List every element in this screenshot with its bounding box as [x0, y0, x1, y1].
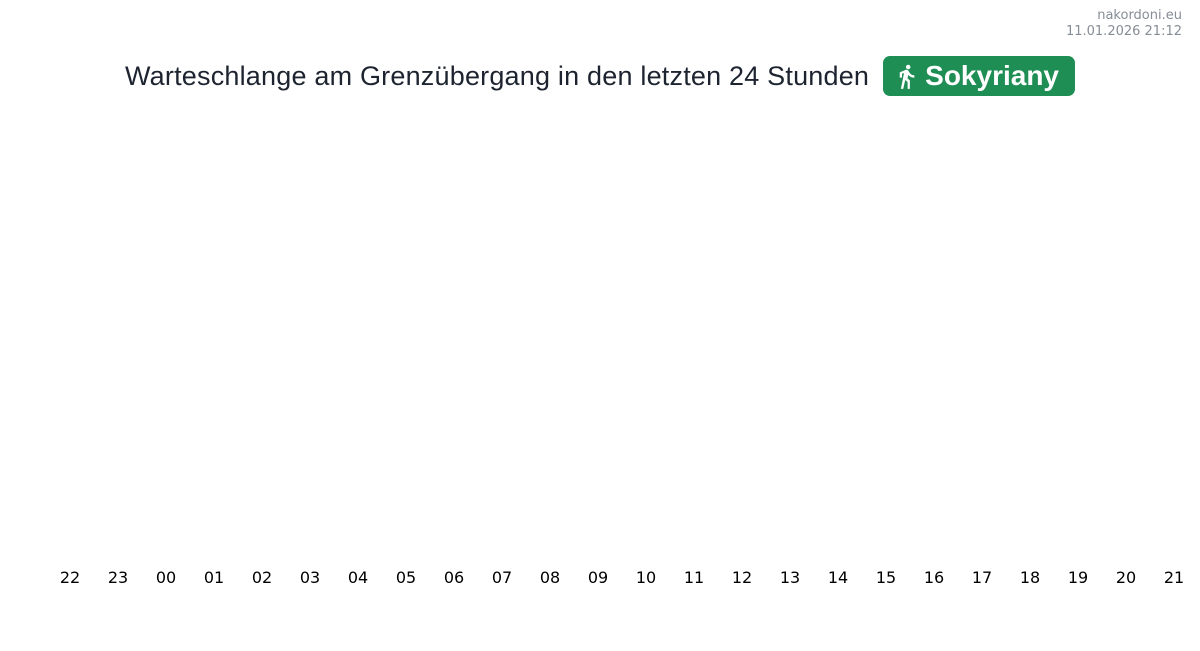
chart-header: Warteschlange am Grenzübergang in den le… [0, 56, 1200, 96]
x-axis-label-05: 05 [395, 568, 417, 587]
x-axis-label-02: 02 [251, 568, 273, 587]
x-axis-label-08: 08 [539, 568, 561, 587]
x-axis-label-11: 11 [683, 568, 705, 587]
x-axis-label-21: 21 [1163, 568, 1185, 587]
x-axis-label-04: 04 [347, 568, 369, 587]
pedestrian-icon [893, 63, 920, 90]
x-axis-label-14: 14 [827, 568, 849, 587]
x-axis-label-00: 00 [155, 568, 177, 587]
x-axis-label-03: 03 [299, 568, 321, 587]
watermark-timestamp: 11.01.2026 21:12 [1065, 24, 1182, 39]
crossing-badge-button[interactable]: Sokyriany [883, 56, 1076, 96]
x-axis-label-23: 23 [107, 568, 129, 587]
x-axis-label-09: 09 [587, 568, 609, 587]
x-axis-label-18: 18 [1019, 568, 1041, 587]
bar-plot-area [46, 110, 1198, 560]
watermark-site: nakordoni.eu [1097, 8, 1182, 23]
x-axis-label-20: 20 [1115, 568, 1137, 587]
chart-title: Warteschlange am Grenzübergang in den le… [124, 60, 870, 91]
x-axis-label-16: 16 [923, 568, 945, 587]
x-axis-label-06: 06 [443, 568, 465, 587]
x-axis: 22 23 00 01 02 03 04 05 06 07 08 09 10 11 12 13 14 15 16 17… [46, 568, 1198, 587]
x-axis-label-12: 12 [731, 568, 753, 587]
x-axis-label-19: 19 [1067, 568, 1089, 587]
x-axis-label-01: 01 [203, 568, 225, 587]
crossing-badge-label: Sokyriany [925, 60, 1060, 91]
watermark: nakordoni.eu 11.01.2026 21:12 [1066, 8, 1182, 40]
x-axis-label-13: 13 [779, 568, 801, 587]
x-axis-label-15: 15 [875, 568, 897, 587]
x-axis-label-17: 17 [971, 568, 993, 587]
x-axis-label-07: 07 [491, 568, 513, 587]
x-axis-label-10: 10 [635, 568, 657, 587]
x-axis-label-22: 22 [59, 568, 81, 587]
